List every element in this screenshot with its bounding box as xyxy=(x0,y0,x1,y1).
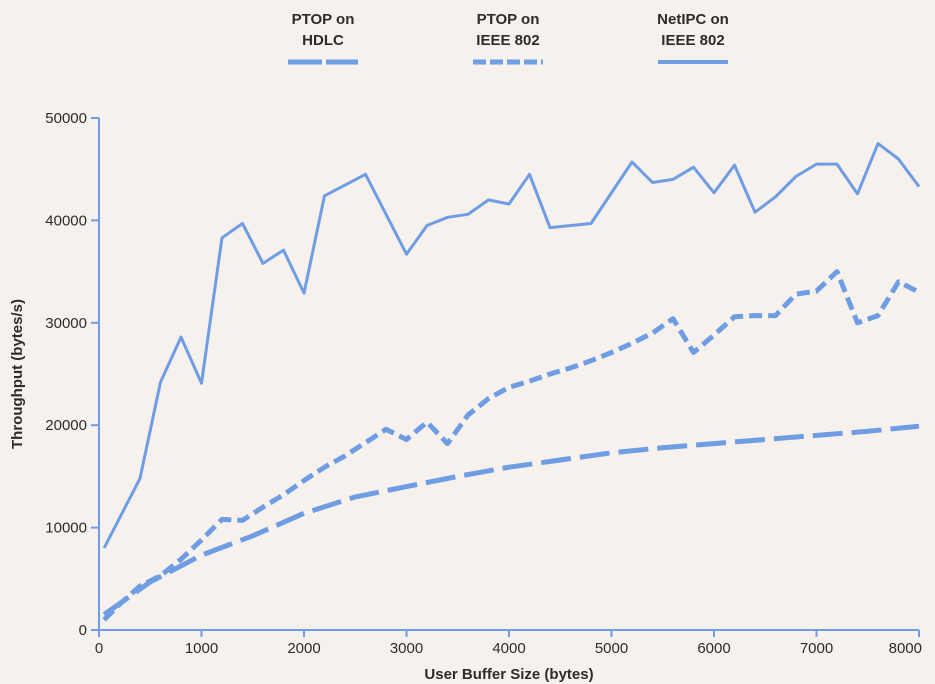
x-axis-label: User Buffer Size (bytes) xyxy=(424,666,593,683)
y-axis-label: Throughput (bytes/s) xyxy=(9,299,26,449)
x-tick-label: 6000 xyxy=(697,640,730,657)
y-tick-label: 40000 xyxy=(45,212,87,229)
axes: 0 10000 20000 30000 40000 50000 0 1000 2000 3000 4… xyxy=(9,110,922,683)
series-line-2 xyxy=(102,142,921,549)
x-tick-label: 7000 xyxy=(800,640,833,657)
y-tick-label: 0 xyxy=(79,622,87,639)
legend-item-2: NetIPC on IEEE 802 xyxy=(657,11,729,64)
x-tick-label: 1000 xyxy=(185,640,218,657)
x-tick-label: 5000 xyxy=(595,640,628,657)
x-tick-label: 4000 xyxy=(492,640,525,657)
y-tick-label: 30000 xyxy=(45,315,87,332)
series-group xyxy=(102,142,921,622)
y-tick-label: 50000 xyxy=(45,110,87,127)
legend-label-line: PTOP on xyxy=(292,11,355,28)
x-tick-label: 8000 xyxy=(889,640,922,657)
series-line-0 xyxy=(102,423,920,617)
legend-label-line: IEEE 802 xyxy=(476,32,539,49)
legend-item-0: PTOP on HDLC xyxy=(288,11,358,65)
legend-item-1: PTOP on IEEE 802 xyxy=(473,11,543,65)
legend-label-line: NetIPC on xyxy=(657,11,729,28)
legend-label-line: HDLC xyxy=(302,32,344,49)
legend-label-line: IEEE 802 xyxy=(661,32,724,49)
y-tick-label: 10000 xyxy=(45,520,87,537)
y-tick-label: 20000 xyxy=(45,417,87,434)
series-line-1 xyxy=(102,269,921,622)
legend-label-line: PTOP on xyxy=(477,11,540,28)
x-tick-label: 2000 xyxy=(287,640,320,657)
x-tick-label: 0 xyxy=(95,640,103,657)
x-tick-label: 3000 xyxy=(390,640,423,657)
legend: PTOP on HDLC PTOP on IEEE 802 NetIPC on IEEE … xyxy=(288,11,729,65)
